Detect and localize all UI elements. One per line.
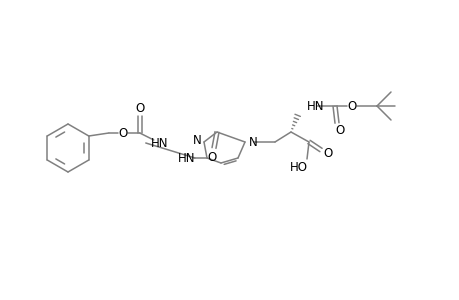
Text: HN: HN	[151, 136, 168, 149]
Text: O: O	[335, 124, 344, 136]
Text: O: O	[118, 127, 127, 140]
Text: O: O	[135, 101, 144, 115]
Text: N: N	[192, 134, 201, 146]
Text: O: O	[347, 100, 356, 112]
Text: O: O	[207, 151, 216, 164]
Text: HN: HN	[178, 152, 196, 164]
Text: HN: HN	[306, 100, 324, 112]
Text: N: N	[248, 136, 257, 148]
Text: HO: HO	[289, 160, 308, 173]
Text: O: O	[323, 146, 332, 160]
